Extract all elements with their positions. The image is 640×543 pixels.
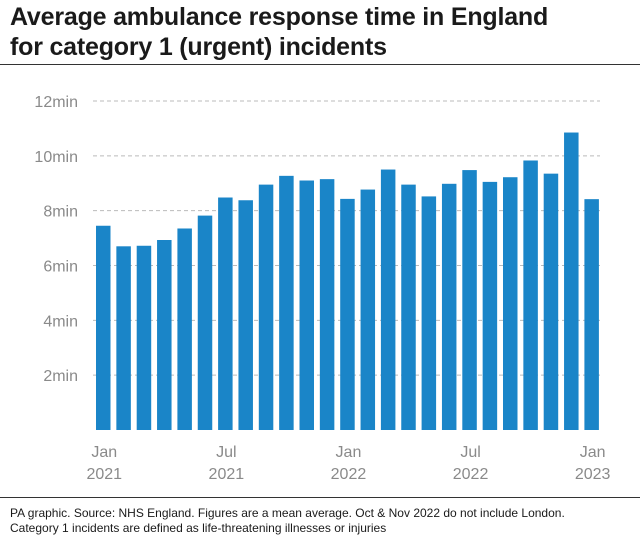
y-tick-label: 4min: [43, 313, 78, 330]
x-tick-label-month: Jan: [91, 444, 117, 461]
bar: Jul 2022: 9.48min: [462, 170, 477, 430]
x-tick-label-year: 2022: [331, 466, 367, 483]
bar: Dec 2022: 10.85min: [564, 132, 579, 430]
x-tick-label-year: 2021: [86, 466, 122, 483]
chart-title-line-1: Average ambulance response time in Engla…: [10, 3, 549, 31]
x-tick-label-year: 2021: [209, 466, 245, 483]
bar: Jan 2021: 7.45min: [96, 225, 111, 430]
bar: Aug 2021: 8.38min: [238, 200, 253, 430]
bar: Apr 2021: 6.93min: [157, 240, 172, 430]
bar: Jun 2022: 8.98min: [441, 183, 457, 430]
y-axis-tick-labels: 2min 4min 6min 8min 10min 12min: [34, 94, 78, 385]
footer-divider: [0, 497, 640, 498]
x-tick-label-month: Jan: [336, 444, 362, 461]
x-tick-label-month: Jul: [216, 444, 236, 461]
bar: Jul 2021: 8.48min: [218, 197, 233, 430]
y-tick-label: 2min: [43, 368, 78, 385]
bar: Mar 2022: 9.5min: [380, 169, 396, 431]
bar: Jan 2022: 8.43min: [340, 198, 355, 430]
bar: Nov 2022: 9.35min: [543, 173, 559, 430]
chart-title: Average ambulance response time in Engla…: [10, 2, 630, 62]
y-tick-label: 6min: [43, 259, 78, 276]
bar: Oct 2022: 9.83min: [523, 160, 538, 431]
bar: Apr 2022: 8.95min: [401, 184, 416, 430]
x-tick-label-month: Jan: [580, 444, 606, 461]
bar: Nov 2021: 9.1min: [299, 180, 314, 430]
x-tick-label-year: 2022: [453, 466, 489, 483]
y-tick-label: 12min: [34, 94, 78, 111]
bar: May 2022: 8.52min: [421, 196, 437, 430]
bar: Dec 2021: 9.15min: [319, 179, 335, 430]
bar: Sep 2021: 8.95min: [258, 184, 274, 430]
bar: Mar 2021: 6.72min: [136, 245, 152, 430]
bar: Aug 2022: 9.05min: [482, 181, 498, 430]
bar: May 2021: 7.35min: [177, 228, 192, 430]
title-divider: [0, 64, 640, 65]
chart-title-line-2: for category 1 (urgent) incidents: [10, 33, 387, 61]
bar: Jan 2023: 8.42min: [584, 199, 599, 430]
source-note: PA graphic. Source: NHS England. Figures…: [10, 506, 630, 536]
bar: Feb 2022: 8.77min: [360, 189, 376, 430]
bar-chart: Jan 2021: 7.45min Feb 2021: 6.7min Mar 202…: [34, 94, 610, 483]
bar: Feb 2021: 6.7min: [116, 246, 131, 430]
x-tick-label-month: Jul: [460, 444, 480, 461]
source-note-line-2: Category 1 incidents are defined as life…: [10, 521, 387, 535]
x-axis-tick-labels: Jan 2021 Jul 2021 Jan 2022 Jul 2022 Jan 2023: [86, 444, 610, 483]
bar: Sep 2022: 9.22min: [503, 177, 518, 430]
bar: Jun 2021: 7.82min: [197, 215, 213, 430]
y-tick-label: 8min: [43, 204, 78, 221]
x-tick-label-year: 2023: [575, 466, 611, 483]
bar: Oct 2021: 9.27min: [279, 175, 294, 430]
source-note-line-1: PA graphic. Source: NHS England. Figures…: [10, 506, 565, 520]
y-tick-label: 10min: [34, 149, 78, 166]
bars: Jan 2021: 7.45min Feb 2021: 6.7min Mar 202…: [96, 132, 599, 431]
